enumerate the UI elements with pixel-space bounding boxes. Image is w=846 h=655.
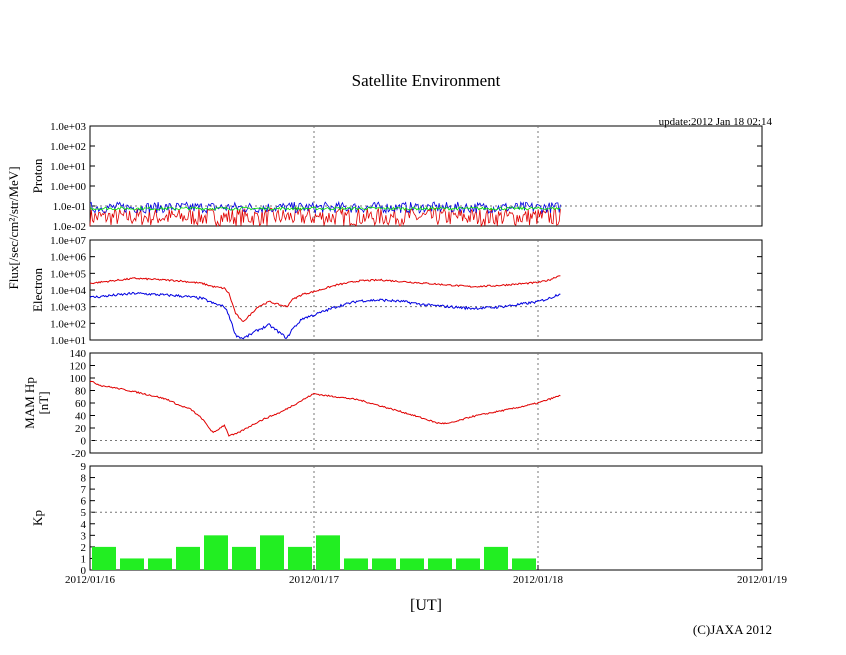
y-tick-label: 1.0e+07 <box>50 235 86 247</box>
panel-frame-electron <box>89 239 763 341</box>
kp-bar <box>372 558 396 570</box>
y-tick-label: 100 <box>70 373 87 385</box>
y-tick-label: 1.0e+00 <box>50 181 86 193</box>
electron-series-red <box>89 275 561 322</box>
y-tick-label: 3 <box>81 530 87 542</box>
y-tick-label: 2 <box>81 542 87 554</box>
kp-bar <box>232 546 256 570</box>
chart-title: Satellite Environment <box>352 71 501 90</box>
y-tick-label: 1.0e-01 <box>53 201 86 213</box>
y-tick-label: 1.0e+03 <box>50 302 86 314</box>
kp-bar <box>484 546 508 570</box>
ylabel-kp: Kp <box>30 510 45 526</box>
y-tick-label: 1.0e+02 <box>50 141 86 153</box>
y-tick-label: 1.0e-02 <box>53 221 86 233</box>
panels: 1.0e-02 1.0e-01 1.0e+00 1.0e+01 1.0e+02 1.0e+… <box>22 121 788 586</box>
y-tick-label: 9 <box>81 461 87 473</box>
y-tick-label: 1.0e+04 <box>50 285 86 297</box>
x-tick-label: 2012/01/17 <box>289 574 340 586</box>
y-tick-label: 1.0e+01 <box>50 335 86 347</box>
y-tick-label: 80 <box>75 386 87 398</box>
y-tick-label: 6 <box>81 496 87 508</box>
kp-bar <box>344 558 368 570</box>
y-tick-label: 0 <box>81 565 87 577</box>
x-tick-label: 2012/01/19 <box>737 574 788 586</box>
y-tick-label: 5 <box>81 507 87 519</box>
kp-bar <box>512 558 536 570</box>
kp-bar <box>92 546 116 570</box>
x-tick-label: 2012/01/18 <box>513 574 564 586</box>
y-tick-label: 120 <box>70 361 87 373</box>
mam_hp-series-Hp <box>89 380 561 437</box>
kp-bar <box>400 558 424 570</box>
x-axis-label: [UT] <box>410 597 442 614</box>
kp-bar <box>148 558 172 570</box>
kp-bar <box>176 546 200 570</box>
y-tick-label: 1.0e+03 <box>50 121 86 133</box>
kp-bar <box>316 535 340 570</box>
ylabel-electron: Electron <box>30 267 45 312</box>
proton-series-green <box>89 206 561 211</box>
y-tick-label: -20 <box>71 448 86 460</box>
ylabel-mam_hp: MAM Hp <box>22 377 37 429</box>
y-tick-label: 1.0e+01 <box>50 161 86 173</box>
proton-series-blue <box>89 200 561 215</box>
y-tick-label: 4 <box>81 519 87 531</box>
ylabel-proton: Proton <box>30 158 45 193</box>
kp-bar <box>428 558 452 570</box>
ylabel-mam_hp: [nT] <box>36 391 51 414</box>
kp-bar <box>204 535 228 570</box>
y-tick-label: 40 <box>75 411 87 423</box>
y-tick-label: 20 <box>75 423 87 435</box>
copyright: (C)JAXA 2012 <box>693 622 772 637</box>
y-tick-label: 7 <box>81 484 87 496</box>
y-tick-label: 1 <box>81 553 87 565</box>
y-tick-label: 0 <box>81 436 87 448</box>
flux-ylabel: Flux[/sec/cm²/str/MeV] <box>6 166 21 289</box>
y-tick-label: 60 <box>75 398 87 410</box>
y-tick-label: 140 <box>70 348 87 360</box>
kp-bar <box>260 535 284 570</box>
y-tick-label: 1.0e+05 <box>50 268 86 280</box>
kp-bar <box>288 546 312 570</box>
proton-series-red <box>89 206 561 228</box>
kp-bar <box>456 558 480 570</box>
electron-series-blue <box>89 291 561 340</box>
x-tick-label: 2012/01/16 <box>65 574 116 586</box>
panel-frame-kp <box>89 465 763 571</box>
kp-bar <box>120 558 144 570</box>
y-tick-label: 8 <box>81 473 87 485</box>
y-tick-label: 1.0e+02 <box>50 318 86 330</box>
y-tick-label: 1.0e+06 <box>50 252 86 264</box>
panel-frame-mam_hp <box>89 352 763 454</box>
panel-frame-proton <box>89 125 763 227</box>
update-timestamp: update:2012 Jan 18 02:14 <box>659 116 773 128</box>
